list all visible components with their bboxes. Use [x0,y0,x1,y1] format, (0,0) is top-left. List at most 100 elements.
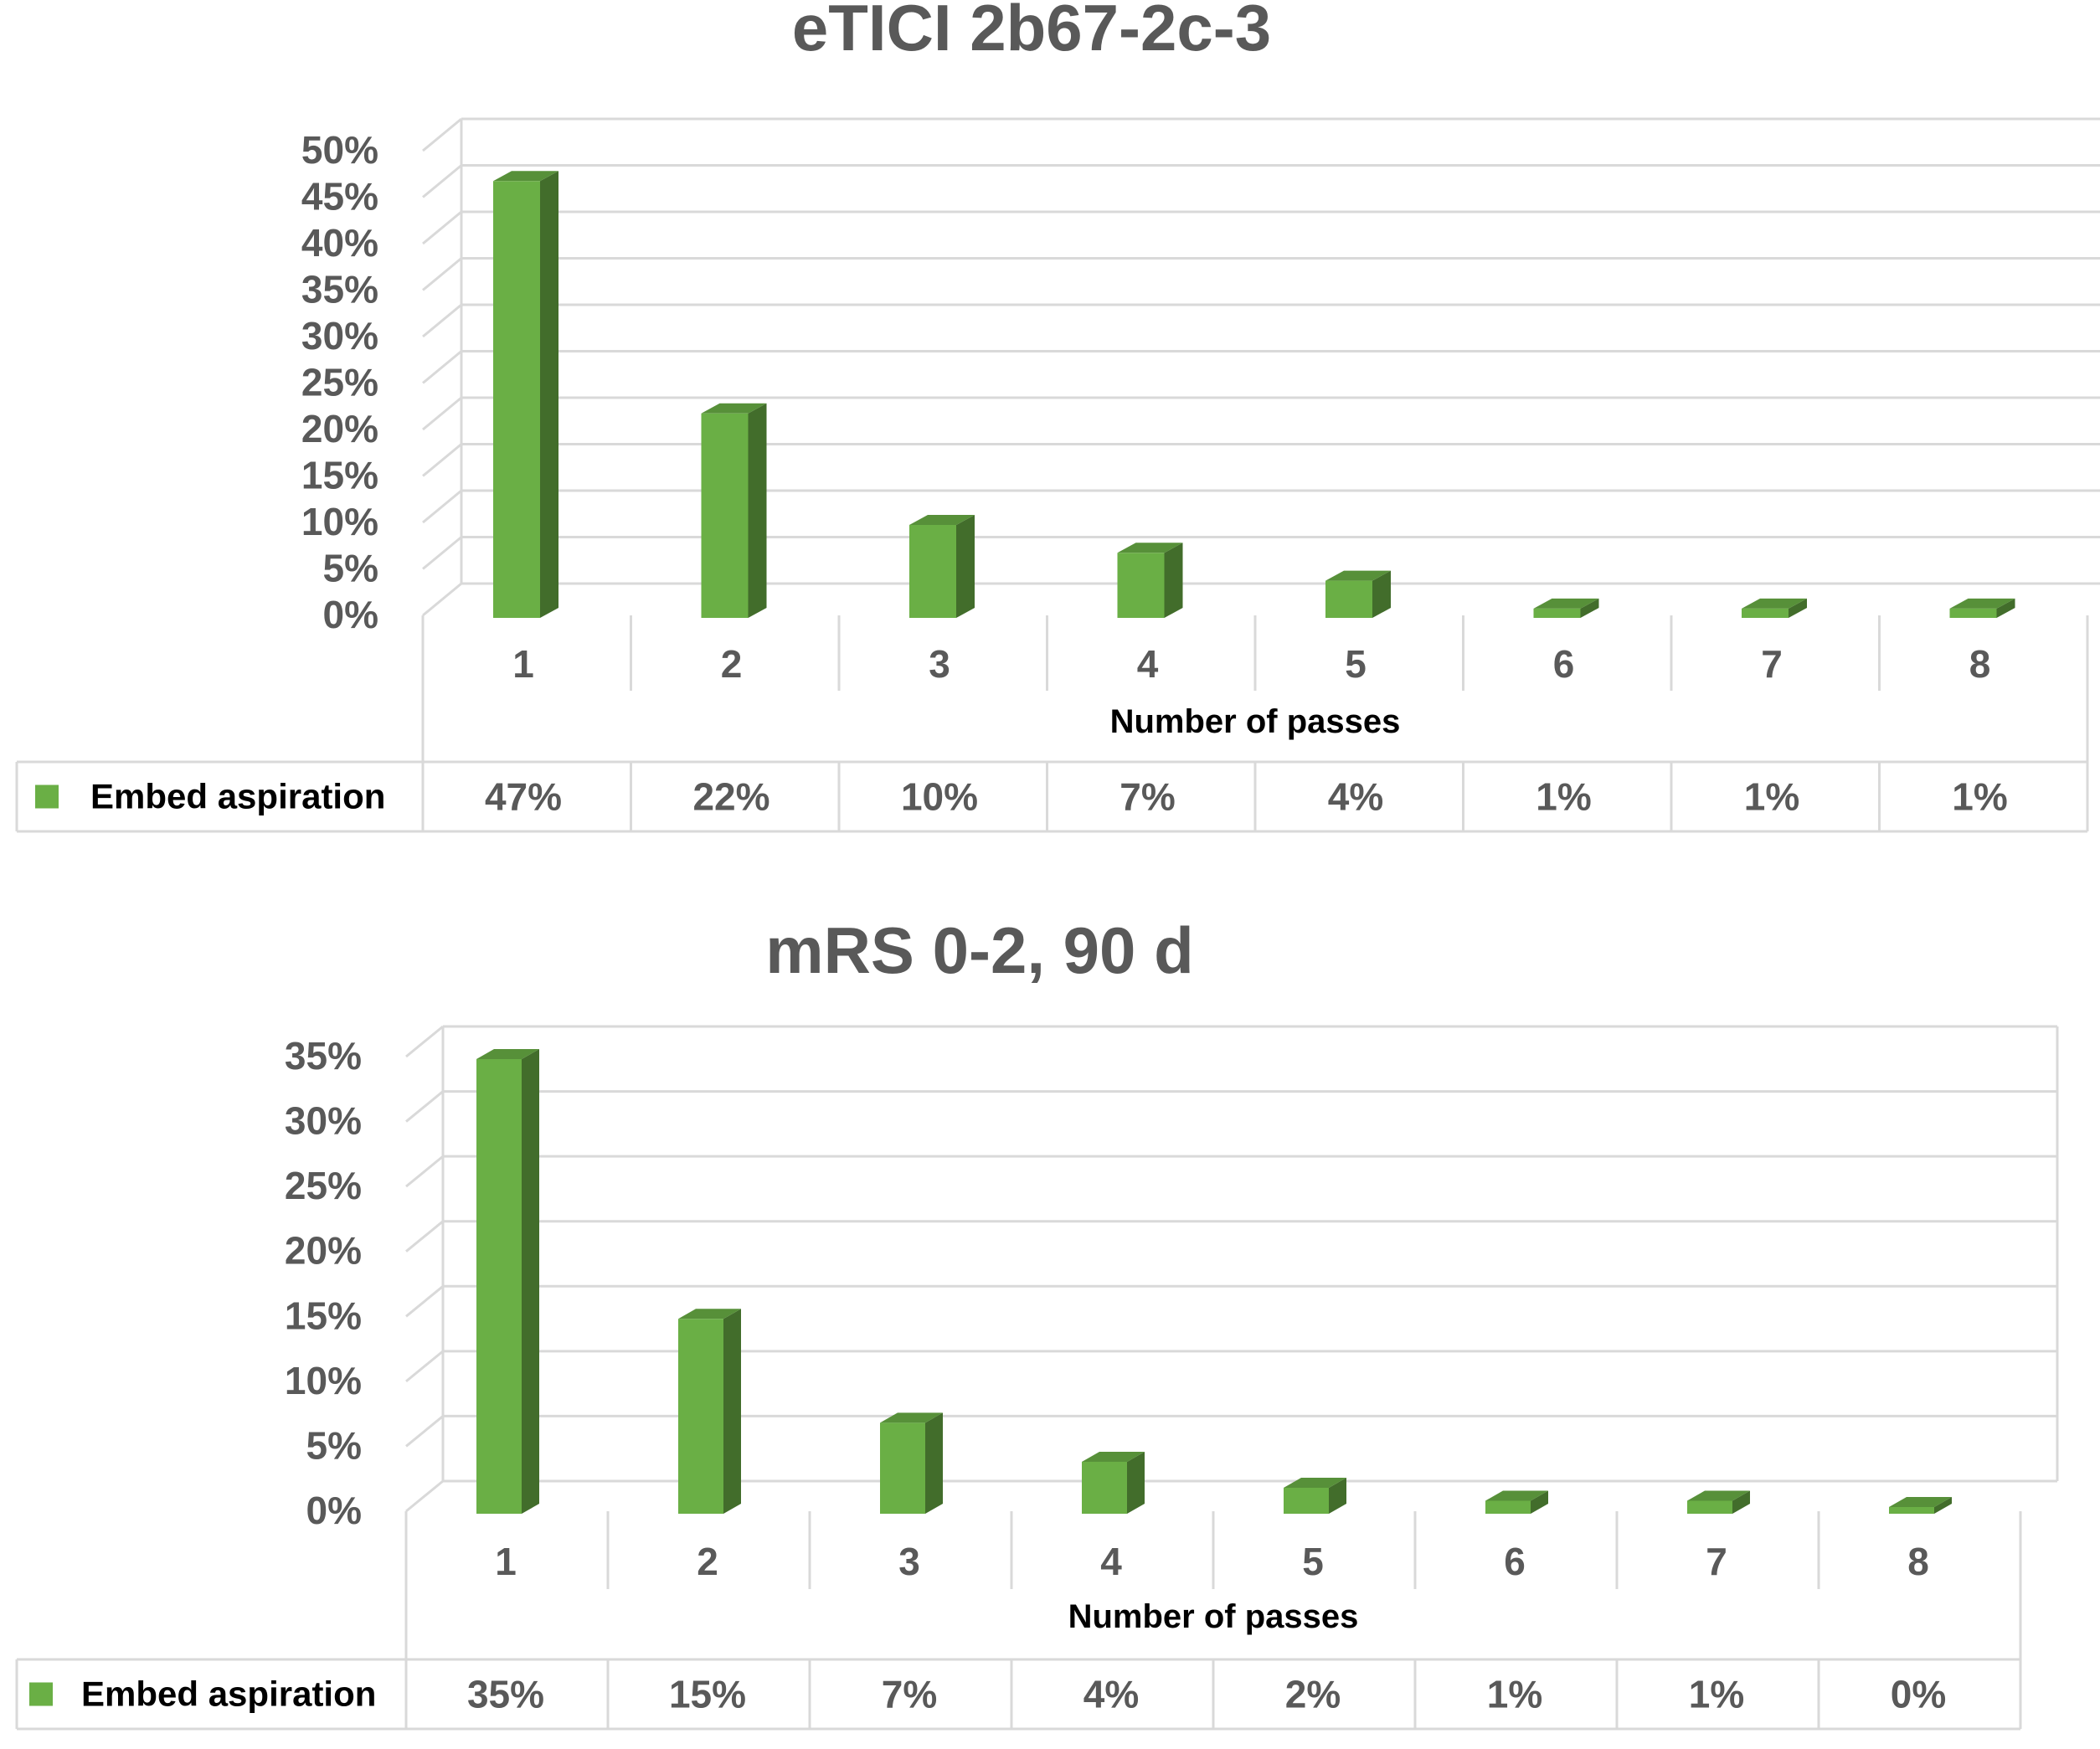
x-tick-label: 3 [929,642,950,686]
legend-swatch [29,1682,53,1706]
data-table-value: 15% [669,1673,746,1716]
bar-top [1117,543,1183,553]
data-table [15,615,2089,833]
gridline-side [405,1155,444,1188]
y-tick-label: 10% [301,500,378,543]
chart-2: mRS 0-2, 90 d 0% 5% 10% 15% 20% 25% 30% 35% 1 2 3 4 5… [15,913,2059,1731]
bar-side [1996,598,2015,618]
bar-side [1329,1477,1346,1514]
gridline-side [422,164,462,198]
data-table-value: 1% [1536,775,1591,819]
gridline-side [405,1415,444,1448]
bar-front [1533,608,1581,618]
bar-top [1284,1477,1346,1488]
bar-top [493,171,558,182]
gridline-side [422,489,462,524]
x-tick-label: 3 [898,1540,920,1583]
legend-label: Embed aspiration [81,1674,376,1714]
bar-top [1949,598,2015,609]
bar-side [748,403,767,618]
bar-top [476,1049,539,1059]
y-tick-label: 25% [285,1164,362,1207]
bar-top [909,515,975,525]
data-table-value: 10% [901,775,978,819]
y-tick-label: 10% [285,1359,362,1402]
bar-front [909,525,956,618]
y-tick-label: 30% [301,314,378,358]
legend-label: Embed aspiration [90,777,385,816]
bar [1325,570,1391,618]
bar [1284,1477,1346,1514]
x-tick-label: 6 [1504,1540,1526,1583]
y-tick-label: 0% [306,1489,362,1532]
y-tick-label: 35% [301,268,378,311]
bar [1889,1497,1952,1514]
x-tick-label: 4 [1100,1540,1122,1583]
bar [678,1309,741,1514]
bar-top [1742,598,1807,609]
bar-front [493,181,540,619]
x-tick-label: 2 [721,642,743,686]
chart-title: eTICI 2b67-2c-3 [792,0,1271,64]
y-tick-label: 40% [301,221,378,265]
gridline-side [422,396,462,431]
gridline-side [422,257,462,291]
chart-title: mRS 0-2, 90 d [765,913,1194,987]
gridline-side [422,303,462,338]
x-tick-label: 2 [697,1540,718,1583]
data-table-value: 4% [1328,775,1383,819]
bar-front [1889,1507,1934,1514]
x-tick-label: 1 [495,1540,517,1583]
gridline-side [405,1090,444,1123]
bar [880,1412,943,1514]
data-table-value: 1% [1952,775,2007,819]
bar-top [1325,570,1391,581]
bar-top [1687,1490,1750,1501]
bar-front [1949,608,1997,618]
gridline-side [422,536,462,570]
y-tick-label: 50% [301,128,378,172]
bar-front [701,413,749,618]
bar-front [880,1422,925,1514]
y-tick-label: 15% [301,454,378,497]
bar-front [1687,1500,1732,1514]
bar-front [1082,1461,1127,1514]
gridline-side [422,350,462,384]
bar-top [880,1412,943,1423]
x-tick-label: 5 [1345,642,1367,686]
gridline-side [422,443,462,477]
gridline-side [405,1479,444,1513]
bar-side [1732,1490,1750,1514]
bar-top [1082,1451,1145,1462]
data-table-value: 22% [692,775,769,819]
y-tick-label: 20% [301,407,378,450]
gridlines [405,1025,2059,1513]
gridline-side [422,582,462,617]
gridline-side [405,1350,444,1383]
data-table-value: 2% [1285,1673,1341,1716]
bar [1949,598,2015,618]
bar-side [1372,570,1391,618]
y-tick-label: 30% [285,1099,362,1143]
bar [1082,1451,1145,1514]
bar-top [1533,598,1599,609]
x-tick-label: 8 [1969,642,1991,686]
data-table-value: 7% [1119,775,1175,819]
bars [476,1049,1952,1514]
bar [493,171,558,619]
bar-top [1889,1497,1952,1507]
data-table-value: 1% [1689,1673,1744,1716]
x-tick-label: 4 [1137,642,1159,686]
bar [1742,598,1807,618]
gridline-side [405,1025,444,1058]
bar-side [1934,1497,1952,1514]
bar-side [723,1309,741,1514]
gridline-side [405,1220,444,1253]
bar-front [476,1059,522,1514]
bar-side [522,1049,539,1514]
y-tick-label: 25% [301,361,378,404]
bar [1485,1490,1548,1514]
gridlines [422,117,2100,617]
bar-top [678,1309,741,1319]
bar-side [1580,598,1599,618]
